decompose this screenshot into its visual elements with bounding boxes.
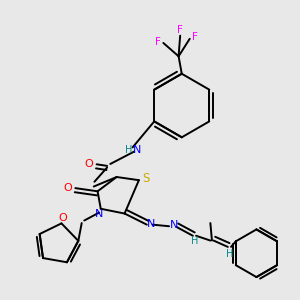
Text: F: F [193, 32, 198, 42]
Text: O: O [59, 213, 68, 223]
Text: N: N [133, 145, 141, 155]
Text: O: O [64, 183, 72, 193]
Text: O: O [85, 159, 93, 169]
Text: N: N [146, 219, 155, 229]
Text: F: F [155, 37, 161, 47]
Text: N: N [95, 208, 103, 218]
Text: F: F [177, 25, 183, 35]
Text: H: H [191, 236, 199, 246]
Text: H: H [226, 249, 233, 259]
Text: H: H [124, 145, 132, 155]
Text: N: N [170, 220, 178, 230]
Text: S: S [142, 172, 150, 185]
